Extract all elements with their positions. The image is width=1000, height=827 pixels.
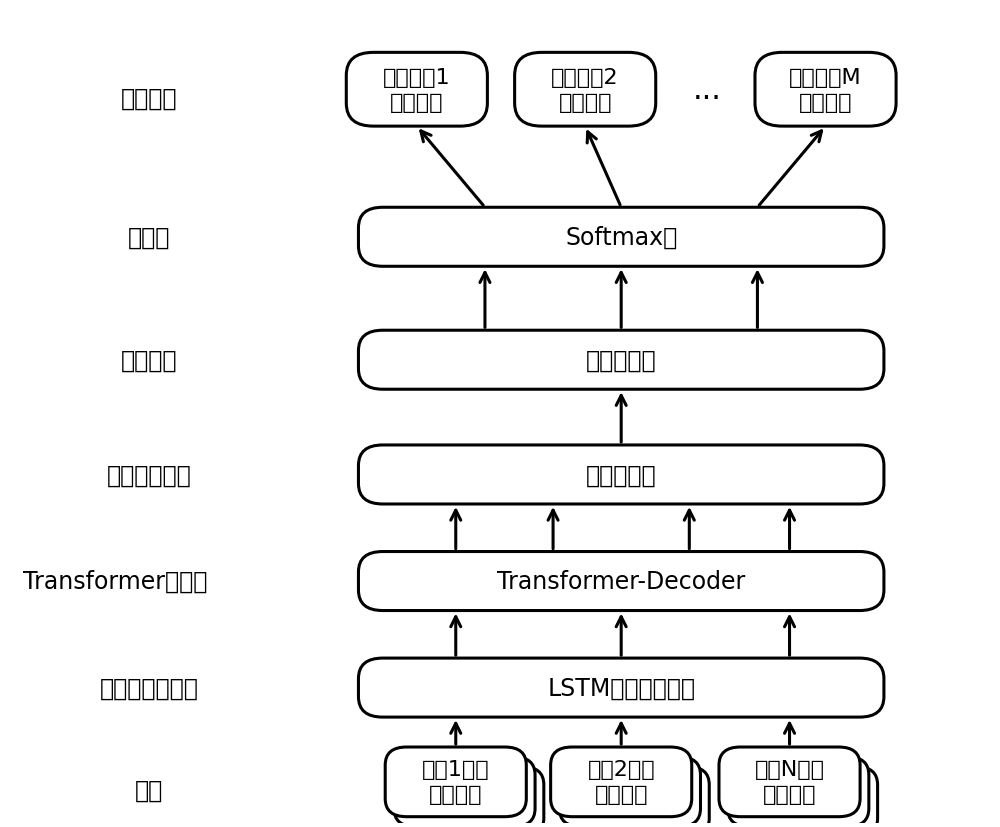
FancyBboxPatch shape xyxy=(403,767,544,827)
Text: LSTM循环神经网络: LSTM循环神经网络 xyxy=(547,676,695,700)
FancyBboxPatch shape xyxy=(755,53,896,127)
Text: 层间注意力层: 层间注意力层 xyxy=(107,463,192,487)
Text: 层间注意力: 层间注意力 xyxy=(586,463,657,487)
FancyBboxPatch shape xyxy=(568,767,709,827)
FancyBboxPatch shape xyxy=(737,767,878,827)
Text: Transformer解码层: Transformer解码层 xyxy=(23,569,207,593)
FancyBboxPatch shape xyxy=(358,552,884,611)
Text: 输出层: 输出层 xyxy=(128,226,170,250)
FancyBboxPatch shape xyxy=(394,757,535,826)
FancyBboxPatch shape xyxy=(346,53,487,127)
FancyBboxPatch shape xyxy=(719,747,860,817)
Text: 态势要素1
分类结果: 态势要素1 分类结果 xyxy=(383,68,451,112)
Text: 态势要素2
分类结果: 态势要素2 分类结果 xyxy=(551,68,619,112)
FancyBboxPatch shape xyxy=(358,446,884,504)
FancyBboxPatch shape xyxy=(551,747,692,817)
FancyBboxPatch shape xyxy=(728,757,869,826)
Text: 分类结果: 分类结果 xyxy=(121,86,177,110)
Text: 目标1态势
序列信息: 目标1态势 序列信息 xyxy=(422,759,490,805)
Text: 输入: 输入 xyxy=(135,778,163,802)
Text: 目标2态势
序列信息: 目标2态势 序列信息 xyxy=(587,759,655,805)
Text: 目标N态势
序列信息: 目标N态势 序列信息 xyxy=(755,759,825,805)
FancyBboxPatch shape xyxy=(358,658,884,717)
Text: 态势要素M
分类结果: 态势要素M 分类结果 xyxy=(789,68,862,112)
Text: 时序特征提取层: 时序特征提取层 xyxy=(100,676,199,700)
FancyBboxPatch shape xyxy=(385,747,526,817)
Text: 多分类网络: 多分类网络 xyxy=(586,348,657,372)
FancyBboxPatch shape xyxy=(358,208,884,267)
Text: Softmax层: Softmax层 xyxy=(565,226,677,250)
Text: ...: ... xyxy=(692,75,721,104)
FancyBboxPatch shape xyxy=(515,53,656,127)
FancyBboxPatch shape xyxy=(358,331,884,390)
Text: Transformer-Decoder: Transformer-Decoder xyxy=(497,569,745,593)
Text: 多分类层: 多分类层 xyxy=(121,348,177,372)
FancyBboxPatch shape xyxy=(559,757,700,826)
